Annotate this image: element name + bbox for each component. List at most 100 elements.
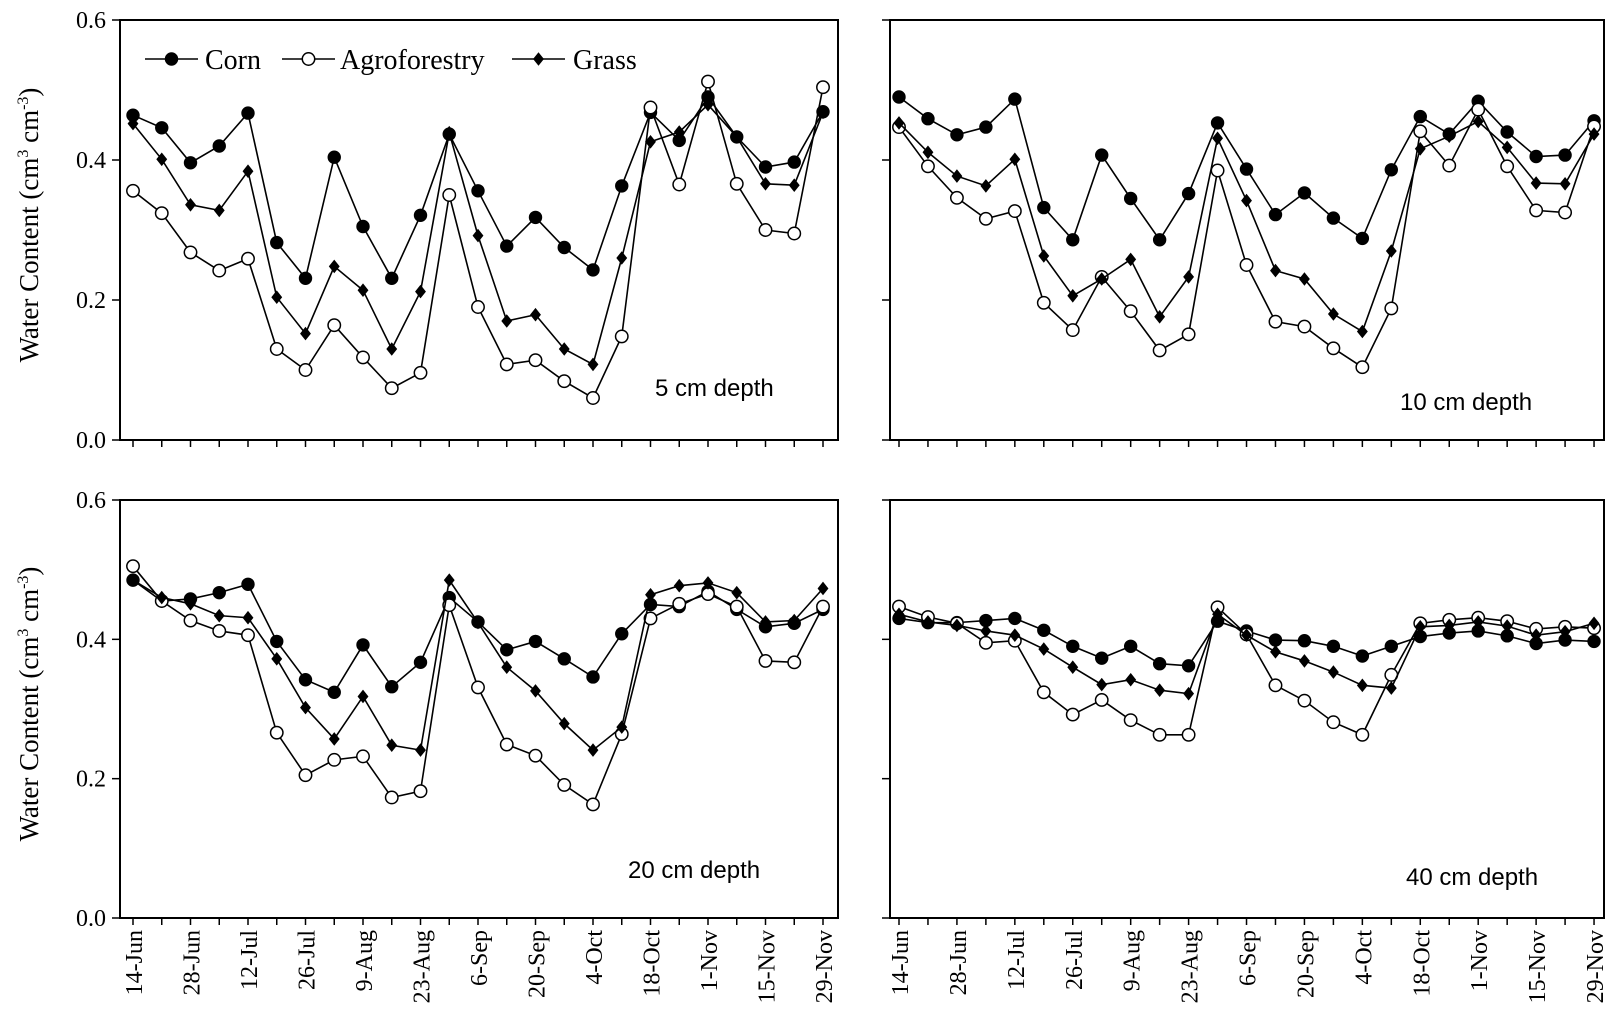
data-point-agroforestry xyxy=(1355,360,1370,375)
data-point-agroforestry xyxy=(557,374,572,389)
data-point-agroforestry xyxy=(1181,327,1196,342)
data-point-grass xyxy=(127,116,139,131)
data-point-corn xyxy=(1066,233,1080,247)
y-axis-title-bottom: Water Content (cm3 cm-3) xyxy=(14,567,44,842)
data-point-grass xyxy=(300,700,311,715)
data-point-grass xyxy=(922,615,934,629)
plot-frame xyxy=(119,19,839,441)
data-point-agroforestry xyxy=(758,653,773,668)
data-point-corn xyxy=(212,139,226,153)
data-point-grass xyxy=(242,610,254,625)
data-point-agroforestry xyxy=(183,245,198,260)
data-point-agroforestry xyxy=(528,748,543,763)
data-point-corn xyxy=(471,184,485,198)
data-point-grass xyxy=(415,284,426,299)
data-point-corn xyxy=(212,585,226,600)
x-tick-label: 6-Sep xyxy=(467,930,493,986)
data-point-corn xyxy=(270,634,284,649)
data-point-agroforestry xyxy=(1558,205,1573,220)
data-point-grass xyxy=(472,615,484,630)
data-point-grass xyxy=(1067,288,1079,303)
data-point-grass xyxy=(980,179,992,193)
data-point-corn xyxy=(1413,109,1427,124)
data-point-grass xyxy=(530,684,541,698)
series-agroforestry xyxy=(126,74,830,405)
data-point-agroforestry xyxy=(1268,314,1283,329)
data-point-agroforestry xyxy=(1384,301,1399,316)
chart-panel-2: 10 cm depth xyxy=(882,19,1605,447)
data-point-grass xyxy=(1009,152,1021,167)
data-point-agroforestry xyxy=(1065,707,1080,722)
data-point-grass xyxy=(1472,114,1484,129)
data-point-grass xyxy=(1125,252,1137,267)
data-point-agroforestry xyxy=(241,628,255,643)
data-point-agroforestry xyxy=(1152,343,1167,358)
data-point-grass xyxy=(185,597,196,611)
y-tick-label: 0.2 xyxy=(76,288,106,314)
data-point-grass xyxy=(1501,619,1513,633)
data-point-agroforestry xyxy=(356,350,370,365)
data-point-grass xyxy=(817,105,829,120)
data-point-agroforestry xyxy=(978,211,993,226)
data-point-agroforestry xyxy=(643,611,658,626)
data-point-grass xyxy=(1009,628,1021,642)
depth-label: 5 cm depth xyxy=(655,375,774,402)
series-corn xyxy=(126,90,830,285)
data-point-grass xyxy=(1530,176,1542,190)
data-point-grass xyxy=(1241,193,1252,208)
data-point-agroforestry xyxy=(1036,295,1051,310)
data-point-corn xyxy=(1558,148,1572,162)
y-tick-label: 0.0 xyxy=(76,428,106,454)
data-point-agroforestry xyxy=(356,749,370,764)
data-point-corn xyxy=(1095,148,1109,162)
depth-label: 10 cm depth xyxy=(1400,389,1532,416)
data-point-corn xyxy=(356,219,370,234)
data-point-grass xyxy=(1270,645,1281,659)
data-point-corn xyxy=(1297,186,1312,200)
chart-panel-4: 14-Jun 28-Jun 12-Jul 26-Jul 9-Aug 23-Aug 6-Sep… xyxy=(882,499,1606,1003)
data-point-grass xyxy=(1154,683,1166,697)
data-point-agroforestry xyxy=(384,381,399,396)
data-point-agroforestry xyxy=(269,725,284,740)
data-point-corn xyxy=(1384,639,1399,653)
data-point-grass xyxy=(1270,263,1281,278)
y-axis-title-top: Water Content (cm3 cm-3) xyxy=(14,88,44,363)
data-point-grass xyxy=(300,326,311,341)
data-point-agroforestry xyxy=(1297,693,1312,708)
y-tick-label: 0.4 xyxy=(76,148,106,174)
data-point-agroforestry xyxy=(471,300,485,314)
data-point-corn xyxy=(950,128,964,142)
y-tick-label: 0.6 xyxy=(76,488,106,514)
data-point-agroforestry xyxy=(1094,692,1109,707)
data-point-agroforestry xyxy=(499,737,514,752)
x-tick-label: 23-Aug xyxy=(1178,930,1204,1003)
data-point-grass xyxy=(1212,131,1224,146)
data-point-grass xyxy=(127,573,139,587)
data-point-grass xyxy=(328,732,340,746)
data-point-grass xyxy=(1154,309,1166,324)
x-tick-label: 12-Jul xyxy=(1004,930,1030,990)
data-point-grass xyxy=(1559,176,1571,191)
data-point-grass xyxy=(156,590,168,605)
x-tick-label: 1-Nov xyxy=(1467,930,1493,991)
data-point-grass xyxy=(242,164,254,179)
data-point-agroforestry xyxy=(384,790,399,805)
data-point-corn xyxy=(270,235,284,250)
data-point-grass xyxy=(951,169,963,183)
plot-frame xyxy=(889,19,1605,441)
data-point-agroforestry xyxy=(212,624,227,638)
data-point-grass xyxy=(616,251,628,265)
x-tick-label: 23-Aug xyxy=(410,930,436,1003)
data-point-corn xyxy=(1326,639,1341,653)
data-point-corn xyxy=(1384,163,1399,177)
x-tick-label: 4-Oct xyxy=(582,930,608,985)
x-tick-label: 6-Sep xyxy=(1236,930,1262,986)
data-point-grass xyxy=(645,587,656,602)
data-point-grass xyxy=(1298,272,1310,286)
x-tick-label: 9-Aug xyxy=(352,930,378,991)
data-point-grass xyxy=(443,573,455,587)
data-point-corn xyxy=(413,655,428,670)
series-corn xyxy=(126,573,830,699)
x-tick-label: 29-Nov xyxy=(1583,930,1606,1003)
